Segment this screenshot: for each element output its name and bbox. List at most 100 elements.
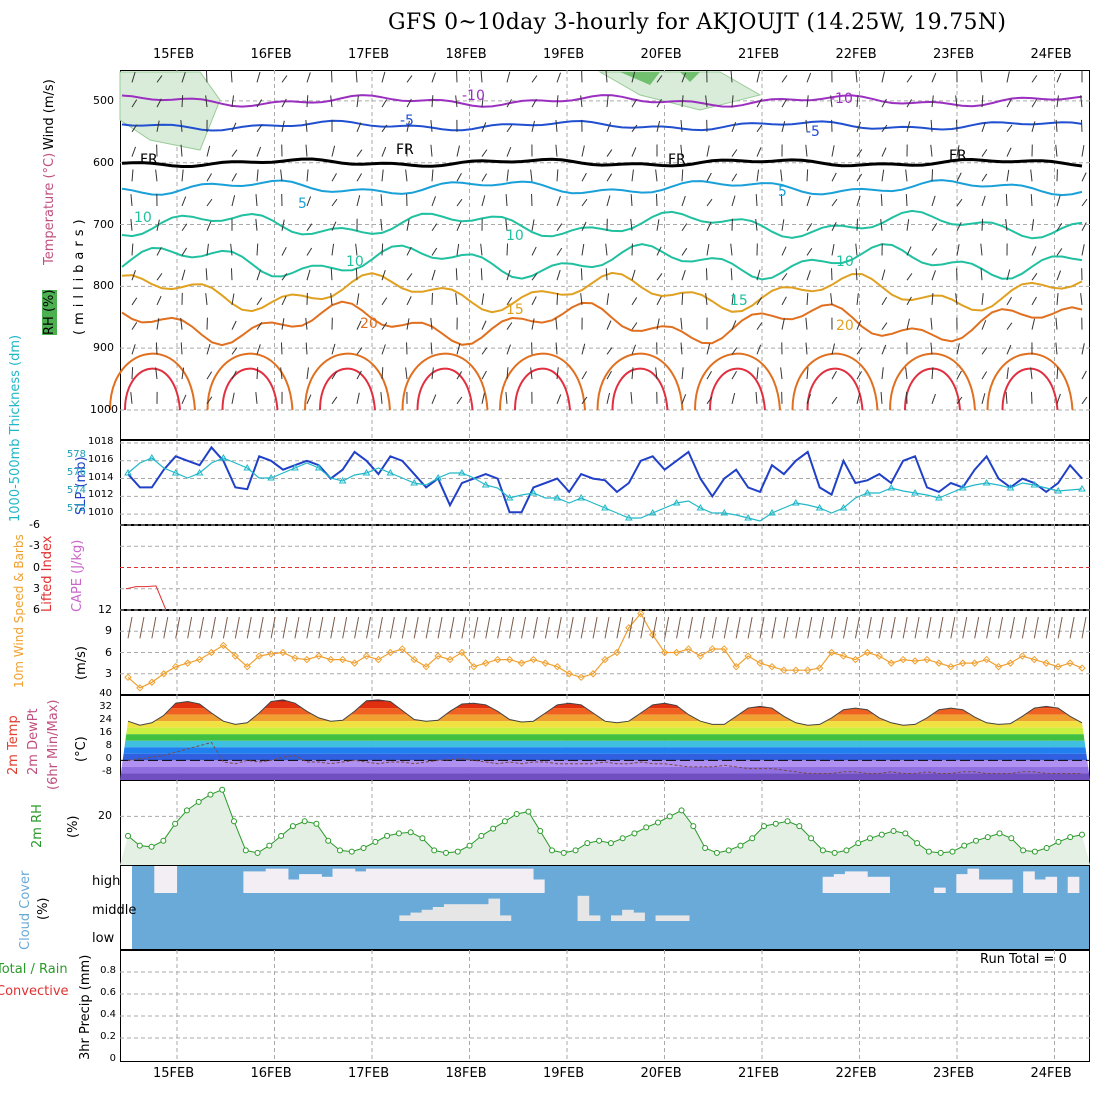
wind-barb [506, 269, 511, 281]
cloud-cell-high [410, 868, 423, 893]
wind-speed-marker [660, 648, 669, 657]
wind-barb [580, 293, 583, 305]
wind-barb [581, 221, 587, 231]
wind-barb-10m [616, 616, 622, 639]
wind-barb [880, 194, 883, 207]
rh-marker [607, 840, 614, 847]
wind-barb [981, 195, 986, 207]
wind-barb-10m [759, 616, 765, 639]
contour-label: -10 [462, 88, 485, 104]
wind-speed-marker [601, 655, 609, 664]
wind-barb [906, 99, 913, 108]
wind-barb [856, 371, 863, 380]
wind-barb [306, 72, 311, 83]
cloud-cell-high [354, 871, 367, 893]
wind-barb [331, 371, 338, 380]
cloud-cell-middle [488, 898, 501, 921]
wind-barb [881, 367, 884, 380]
thickness-marker [243, 464, 252, 471]
cloud-label: Cloud Cover [18, 870, 33, 950]
wind-barb [631, 297, 638, 306]
temperature-band [120, 734, 1090, 741]
wind-barb [681, 195, 686, 207]
wind-barb [556, 394, 562, 405]
temperature-band [120, 714, 1090, 722]
wind-barb-10m [807, 616, 813, 639]
wind-barb [756, 98, 762, 108]
thickness-marker [720, 509, 729, 516]
wind-barb [231, 122, 237, 133]
date-label-bottom: 18FEB [445, 1066, 487, 1081]
rh-marker [525, 808, 532, 815]
wind-speed-marker [458, 648, 466, 657]
date-label-bottom: 20FEB [640, 1066, 682, 1081]
date-label-bottom: 15FEB [153, 1066, 195, 1081]
wind-barb [631, 322, 638, 330]
rh-line [127, 789, 1083, 854]
rh-marker [831, 849, 838, 856]
wind-barb-10m [139, 616, 145, 639]
wind-speed-marker [231, 652, 240, 660]
wind-barb-10m [771, 616, 777, 639]
wind-speed-marker [959, 659, 967, 667]
rh-marker [313, 820, 320, 827]
wind-barb [680, 342, 683, 355]
wind-barb [156, 98, 162, 108]
wind-barb [855, 268, 858, 281]
wind-barb [256, 124, 263, 133]
wind-barb [1080, 119, 1083, 132]
wind-barb [755, 391, 758, 404]
thickness-marker [219, 454, 228, 461]
wind-barb [381, 297, 388, 306]
wind-barb [956, 222, 962, 231]
rh-marker [195, 798, 202, 805]
rh-marker [148, 843, 155, 850]
wind-barb-10m [676, 616, 682, 639]
wind-barb [606, 173, 613, 182]
rh-marker [973, 837, 979, 844]
contour-label: 15 [730, 293, 748, 309]
wind-barb [1031, 219, 1035, 231]
wind-barb [531, 98, 537, 108]
wind-barb [681, 95, 684, 108]
isotherm-plus30 [124, 367, 181, 411]
wind-barb [231, 320, 237, 330]
thickness-marker [1054, 487, 1063, 494]
wind-barb [680, 119, 683, 132]
cloud-cell-high [276, 868, 289, 893]
wind-barb [856, 347, 863, 355]
wind-barb [1006, 344, 1012, 355]
wind-barb [1081, 145, 1085, 157]
date-label-bottom: 19FEB [543, 1066, 585, 1081]
rh-marker [1020, 847, 1027, 854]
wind-barb-10m [819, 616, 825, 639]
wind-speed-marker [267, 650, 275, 658]
wind-barb [781, 99, 787, 108]
wind-barb [556, 247, 563, 256]
wind-barb-10m [986, 616, 992, 639]
cloud-cell-middle [477, 904, 489, 921]
wind-barb-10m [687, 616, 693, 639]
wind-barb [956, 198, 963, 207]
wind-speed-marker [1018, 652, 1027, 660]
wind-barb [630, 391, 633, 404]
cloud-cell-high [321, 876, 334, 893]
wind-barb [930, 317, 933, 330]
wind-tick: 12 [98, 603, 112, 616]
wind-speed-marker [374, 655, 383, 664]
wind-barb [1081, 244, 1085, 256]
rh-marker [490, 825, 497, 832]
wind-barb [356, 320, 362, 330]
thickness-marker [815, 504, 824, 511]
wind-barb [980, 268, 983, 281]
rh-marker [360, 845, 367, 851]
wind-barb [556, 169, 559, 182]
cloud-cell-high [1045, 876, 1058, 893]
wind-barb [231, 195, 236, 207]
wind-barb [456, 173, 462, 182]
wind-barb [206, 173, 212, 182]
cloud-cell-middle [410, 912, 423, 921]
wind-barb [230, 243, 233, 256]
wind-barb [781, 246, 787, 256]
wind-barb [430, 342, 433, 355]
